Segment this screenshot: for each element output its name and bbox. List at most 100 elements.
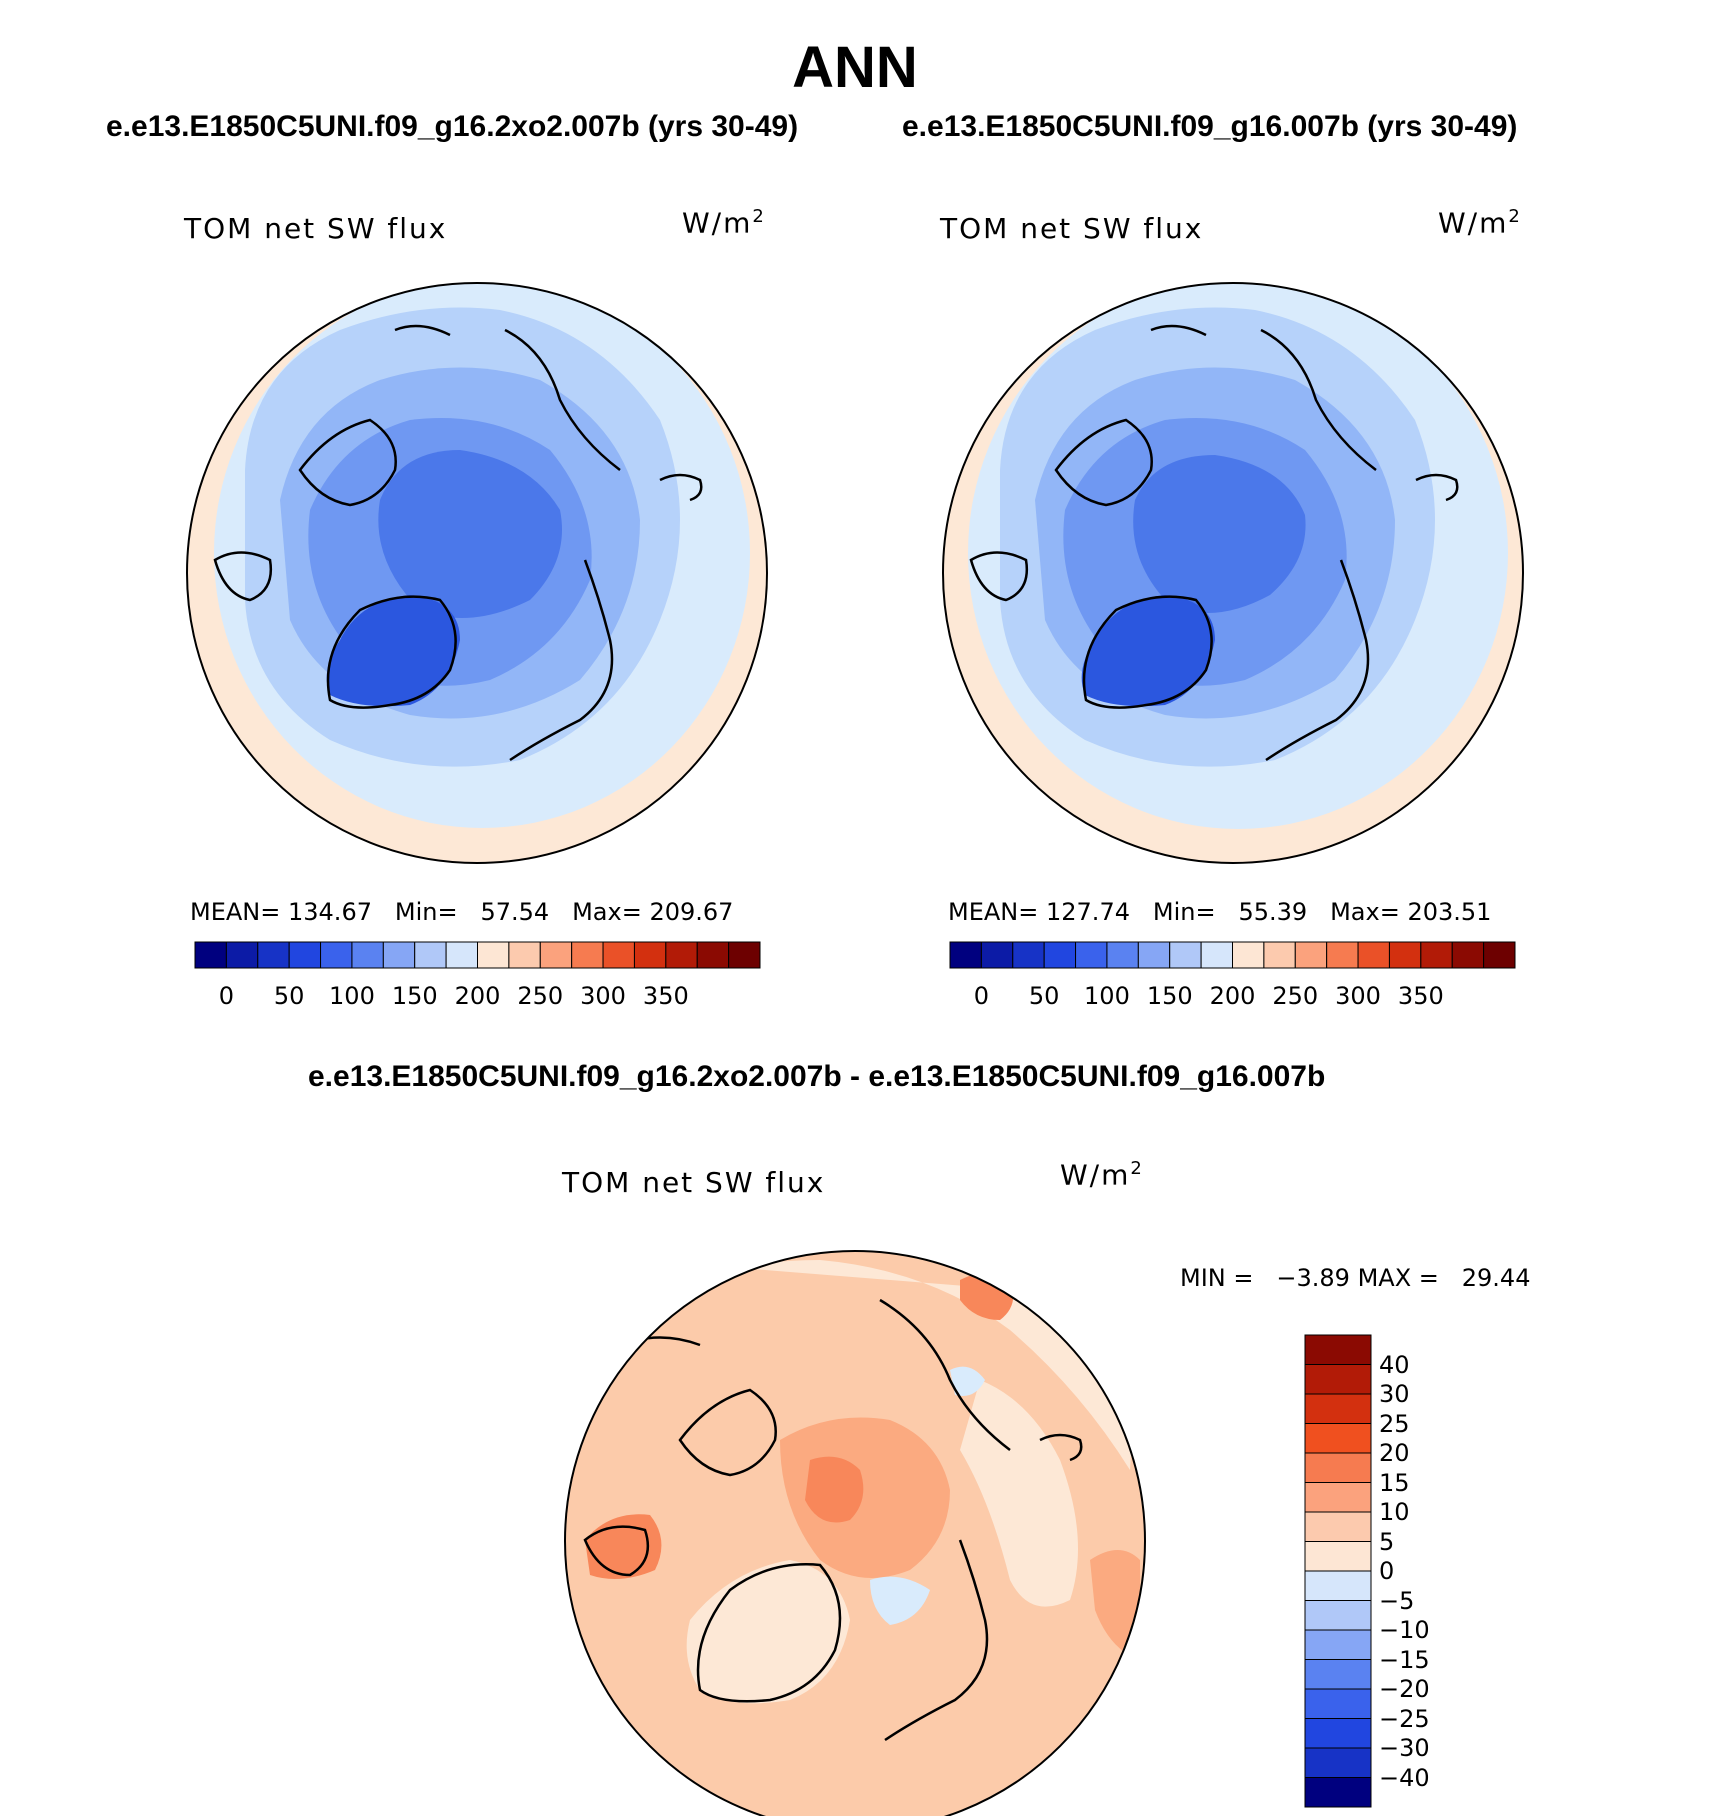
- panel1-coastlines: [213, 324, 703, 762]
- diff-colorbar-cell: [1304, 1511, 1372, 1542]
- panel1-colorbar-cell: [728, 941, 761, 969]
- panel2-colorbar-cell: [1420, 941, 1453, 969]
- page-title: ANN: [792, 35, 918, 100]
- panel1-colorbar-cell: [320, 941, 353, 969]
- panel2-colorbar-tick-label: 250: [1272, 982, 1319, 1010]
- diff-fill-pacific-high: [1090, 1550, 1140, 1660]
- diff-colorbar-tick-label: 10: [1379, 1498, 1410, 1526]
- diff-colorbar-tick-label: 30: [1379, 1380, 1410, 1408]
- diff-title: e.e13.E1850C5UNI.f09_g16.2xo2.007b - e.e…: [308, 1060, 1326, 1093]
- diff-colorbar-tick-label: 5: [1379, 1527, 1395, 1556]
- panel2-colorbar-cell: [980, 941, 1014, 969]
- panel1-colorbar-cell: [665, 941, 698, 969]
- panel2-colorbar-cell: [1012, 941, 1045, 969]
- panel1-units-label: W/m2: [682, 206, 766, 240]
- diff-fill-negative-patch2: [950, 1366, 985, 1396]
- diff-colorbar-cell: [1304, 1747, 1372, 1778]
- panel1-colorbar-cell: [539, 941, 573, 969]
- panel1-colorbar-tick-label: 150: [391, 982, 438, 1010]
- panel1-colorbar-cell: [351, 941, 384, 969]
- diff-map: [565, 1251, 1145, 1816]
- panel2-colorbar-tick-label: 200: [1209, 982, 1256, 1010]
- diff-colorbar-tick-label: 40: [1379, 1350, 1410, 1379]
- panel1-colorbar-tick-label: 0: [218, 982, 235, 1010]
- diff-colorbar-tick-label: −20: [1379, 1675, 1430, 1703]
- panel2-colorbar-cell: [1263, 941, 1296, 969]
- diff-colorbar-tick-label: −25: [1379, 1704, 1430, 1733]
- panel1-fill-greenland-core: [326, 595, 460, 707]
- diff-fill-positive-low-north: [640, 1260, 1140, 1470]
- panel1-colorbar-tick-label: 100: [329, 982, 375, 1010]
- panel2-colorbar-tick-label: 300: [1335, 982, 1381, 1010]
- panel2-colorbar-cell: [1200, 941, 1233, 969]
- panel1-colorbar-tick-label: 250: [517, 982, 564, 1010]
- diff-stats: MIN = −3.89 MAX = 29.44: [1180, 1264, 1531, 1292]
- panel2-colorbar-cell: [1326, 941, 1359, 969]
- panel2-units-label: W/m2: [1438, 206, 1522, 240]
- diff-colorbar-cell: [1304, 1688, 1372, 1719]
- panel2-case-title: e.e13.E1850C5UNI.f09_g16.007b (yrs 30-49…: [902, 110, 1518, 143]
- panel1-case-title: e.e13.E1850C5UNI.f09_g16.2xo2.007b (yrs …: [106, 110, 799, 143]
- panel2-colorbar-tick-label: 50: [1028, 982, 1060, 1010]
- panel1-colorbar-cell: [257, 941, 290, 969]
- panel2-colorbar-cell: [1106, 941, 1139, 969]
- diff-fill-positive-low-east: [960, 1380, 1078, 1607]
- diff-colorbar-cell: [1304, 1364, 1372, 1395]
- panel2-fill-band5: [1133, 455, 1306, 613]
- panel2-colorbar-tick-label: 150: [1146, 982, 1193, 1010]
- panel2-colorbar-tick-label: 0: [973, 982, 990, 1010]
- panel1-colorbar-cell: [571, 941, 604, 969]
- panel2-variable-label: TOM net SW flux: [940, 212, 1204, 245]
- panel2-colorbar-cell: [1232, 941, 1265, 969]
- panel2-colorbar: [949, 941, 1516, 969]
- panel2-colorbar-cell: [949, 941, 982, 969]
- diff-coastlines: [583, 1298, 1083, 1742]
- panel1-colorbar-cell: [633, 941, 667, 969]
- panel1-colorbar-cell: [445, 941, 479, 969]
- panel2-colorbar-tick-label: 100: [1084, 982, 1130, 1010]
- diff-colorbar-tick-label: −40: [1379, 1763, 1430, 1792]
- diff-colorbar-tick-label: −30: [1379, 1734, 1430, 1762]
- diff-colorbar-cell: [1304, 1423, 1372, 1454]
- diff-colorbar-tick-label: 20: [1379, 1439, 1410, 1467]
- panel1-colorbar: [194, 941, 761, 969]
- panel1-colorbar-tick-label: 300: [580, 982, 626, 1010]
- diff-colorbar-tick-label: −15: [1379, 1645, 1430, 1674]
- panel2-map: [943, 283, 1523, 863]
- diff-fill-greenland-low: [686, 1560, 850, 1704]
- diff-fill-negative-patch1: [870, 1576, 930, 1625]
- panel1-colorbar-cell: [477, 941, 510, 969]
- panel2-colorbar-cell: [1483, 941, 1516, 969]
- panel2-colorbar-cell: [1451, 941, 1485, 969]
- panel1-colorbar-cell: [288, 941, 322, 969]
- diff-colorbar-cell: [1304, 1393, 1372, 1424]
- panel1-colorbar-cell: [696, 941, 730, 969]
- panel1-colorbar-cell: [508, 941, 541, 969]
- diff-colorbar-tick-label: −10: [1379, 1616, 1430, 1644]
- diff-colorbar-tick-label: 15: [1379, 1468, 1410, 1497]
- diff-units-label: W/m2: [1060, 1158, 1144, 1192]
- diff-colorbar-cell: [1304, 1570, 1372, 1601]
- panel2-coastlines: [969, 324, 1459, 762]
- panel1-colorbar-cell: [225, 941, 259, 969]
- diff-colorbar-cell: [1304, 1718, 1372, 1749]
- panel1-colorbar-cell: [602, 941, 635, 969]
- diff-map-border: [564, 1250, 1146, 1816]
- panel1-map: [187, 283, 767, 863]
- diff-colorbar-cell: [1304, 1659, 1372, 1690]
- diff-colorbar: [1304, 1334, 1372, 1808]
- diff-colorbar-cell: [1304, 1482, 1372, 1513]
- diff-colorbar-tick-label: 25: [1379, 1409, 1410, 1438]
- panel1-colorbar-cell: [414, 941, 447, 969]
- panel2-colorbar-cell: [1169, 941, 1202, 969]
- panel1-colorbar-tick-label: 200: [454, 982, 501, 1010]
- diff-colorbar-tick-label: 0: [1379, 1557, 1395, 1585]
- panel2-colorbar-cell: [1075, 941, 1108, 969]
- diff-colorbar-cell: [1304, 1777, 1372, 1808]
- diff-colorbar-cell: [1304, 1629, 1372, 1660]
- diff-fill-arctic-max: [805, 1456, 864, 1523]
- diff-colorbar-cell: [1304, 1452, 1372, 1483]
- panel1-colorbar-tick-label: 350: [642, 982, 689, 1010]
- panel1-colorbar-cell: [382, 941, 416, 969]
